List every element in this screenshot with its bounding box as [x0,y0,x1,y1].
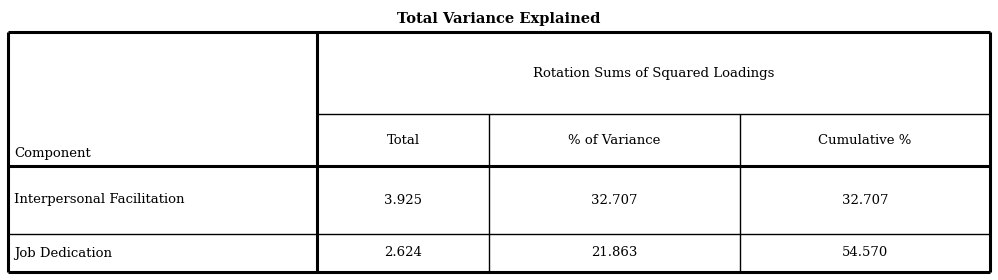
Text: 2.624: 2.624 [384,246,422,260]
Text: Rotation Sums of Squared Loadings: Rotation Sums of Squared Loadings [533,67,774,80]
Text: Total: Total [386,134,420,146]
Text: % of Variance: % of Variance [568,134,661,146]
Text: Component: Component [14,147,91,160]
Text: 3.925: 3.925 [384,193,422,207]
Text: 54.570: 54.570 [841,246,888,260]
Text: Total Variance Explained: Total Variance Explained [397,12,601,26]
Text: 32.707: 32.707 [841,193,888,207]
Text: Interpersonal Facilitation: Interpersonal Facilitation [14,193,185,207]
Text: Job Dedication: Job Dedication [14,246,112,260]
Text: 21.863: 21.863 [591,246,638,260]
Text: 32.707: 32.707 [591,193,638,207]
Text: Cumulative %: Cumulative % [818,134,911,146]
